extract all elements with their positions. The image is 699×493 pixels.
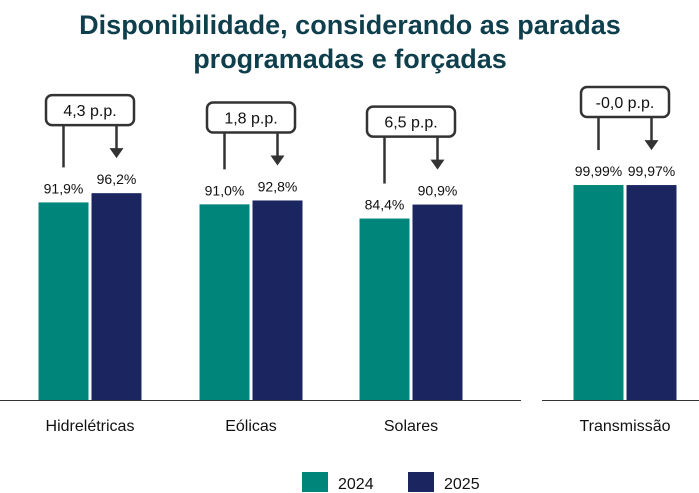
annotation-box (205, 101, 297, 134)
annotation: 6,5 p.p. (384, 115, 437, 132)
arrow-head (109, 148, 124, 159)
bar (412, 204, 463, 400)
bar (199, 204, 250, 400)
arrow-head (644, 140, 659, 151)
annotation-box (365, 105, 457, 138)
annotation: 1,8 p.p. (224, 110, 277, 127)
legend-swatch (408, 472, 434, 492)
bar (359, 218, 410, 400)
x-tick-label: Eólicas (225, 418, 277, 435)
bar (91, 193, 142, 400)
value-label: 91,0% (205, 182, 245, 198)
annotation: -0,0 p.p. (596, 95, 655, 112)
chart-title: Disponibilidade, considerando as paradas… (79, 10, 621, 74)
bar (252, 200, 303, 400)
x-tick-label: Transmissão (580, 418, 671, 435)
value-label: 96,2% (97, 171, 137, 187)
legend-label: 2024 (338, 476, 374, 493)
value-label: 84,4% (365, 197, 405, 213)
arrow-head (270, 155, 285, 166)
bar (38, 202, 89, 400)
value-label: 99,99% (575, 163, 622, 179)
x-tick-label: Solares (384, 418, 438, 435)
legend-swatch (302, 472, 328, 492)
bar (573, 185, 624, 400)
annotation: 4,3 p.p. (63, 103, 116, 120)
x-tick-label: Hidrelétricas (46, 418, 135, 435)
value-label: 92,8% (258, 178, 298, 194)
arrow-head (430, 159, 445, 170)
value-label: 90,9% (418, 183, 458, 199)
value-label: 91,9% (44, 180, 84, 196)
annotation-box (579, 85, 671, 119)
value-label: 99,97% (628, 163, 675, 179)
annotation-box (44, 93, 136, 127)
legend-label: 2025 (444, 476, 480, 493)
bar (626, 185, 677, 400)
